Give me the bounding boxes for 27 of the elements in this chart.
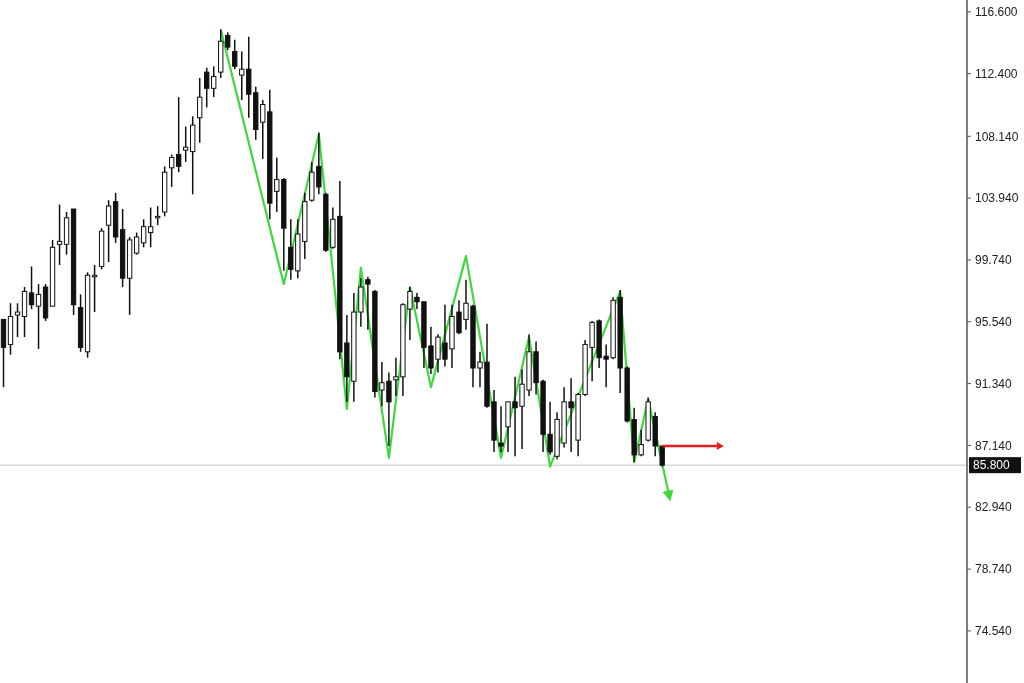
y-tick-label: 103.940 [975, 191, 1019, 206]
y-tick-label: 82.940 [975, 500, 1013, 515]
candlestick [169, 153, 175, 188]
candlestick [147, 206, 154, 249]
y-tick-label: 78.740 [975, 562, 1013, 577]
y-tick-label: 108.140 [975, 129, 1019, 144]
candlestick [14, 302, 21, 338]
y-tick-label: 91.340 [975, 376, 1013, 391]
ref-line-label: 85.800 [973, 458, 1011, 473]
candlestick [154, 205, 161, 226]
y-tick-label: 116.600 [975, 4, 1018, 19]
candlestick [105, 199, 112, 263]
candlestick [365, 275, 371, 331]
candlestick [133, 231, 140, 256]
candlestick [232, 38, 238, 70]
y-tick-label: 74.540 [975, 624, 1013, 639]
candlestick [176, 96, 182, 173]
candlestick [140, 218, 147, 249]
candlestick [35, 283, 42, 350]
y-tick-label: 112.400 [975, 66, 1018, 81]
candlestick [498, 405, 504, 453]
y-tick-label: 99.740 [975, 253, 1013, 268]
candlestick [197, 77, 203, 144]
y-tick-label: 87.140 [975, 438, 1013, 453]
candlestick [56, 203, 63, 266]
y-tick-label: 95.540 [975, 314, 1013, 329]
candlestick [28, 265, 35, 310]
